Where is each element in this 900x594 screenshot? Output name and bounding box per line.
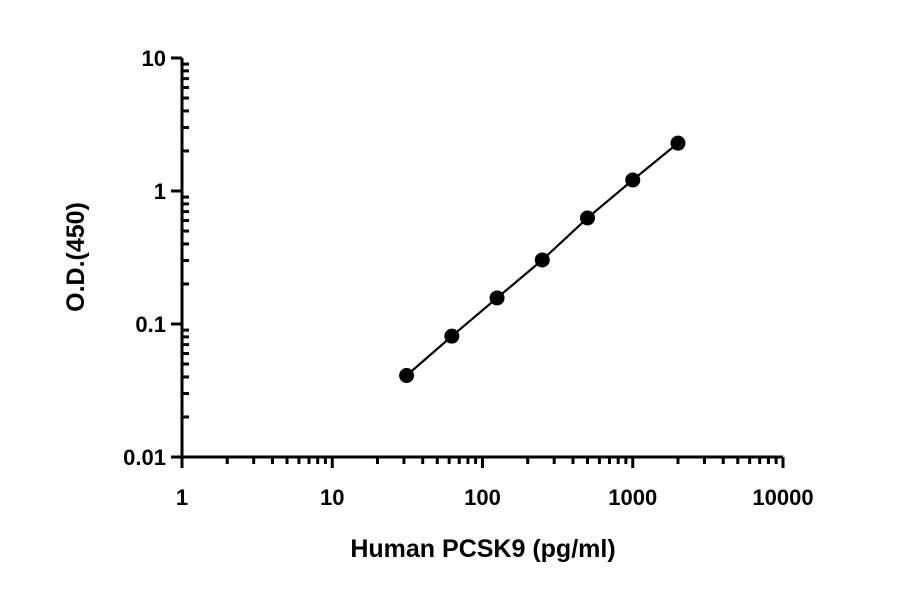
data-point xyxy=(444,328,460,344)
data-point xyxy=(625,172,641,188)
data-point xyxy=(489,290,505,306)
data-point xyxy=(534,252,550,268)
y-tick-label: 0.1 xyxy=(135,312,166,337)
x-tick-label: 10000 xyxy=(752,485,813,510)
data-point xyxy=(580,210,596,226)
y-tick-labels: 0.01 0.1 1 10 xyxy=(123,46,166,470)
data-point xyxy=(670,135,686,151)
y-tick-label: 10 xyxy=(142,46,166,71)
x-tick-label: 1 xyxy=(176,485,188,510)
y-axis-title: O.D.(450) xyxy=(62,202,90,312)
data-series xyxy=(399,135,686,383)
data-point xyxy=(399,367,415,383)
x-tick-label: 1000 xyxy=(608,485,657,510)
y-tick-label: 0.01 xyxy=(123,445,166,470)
x-axis xyxy=(172,455,785,468)
y-axis xyxy=(171,56,189,467)
x-tick-label: 100 xyxy=(464,485,501,510)
x-tick-label: 10 xyxy=(320,485,344,510)
x-axis-title: Human PCSK9 (pg/ml) xyxy=(350,535,615,563)
y-tick-label: 1 xyxy=(154,179,166,204)
x-tick-labels: 1 10 100 1000 10000 xyxy=(176,485,814,510)
